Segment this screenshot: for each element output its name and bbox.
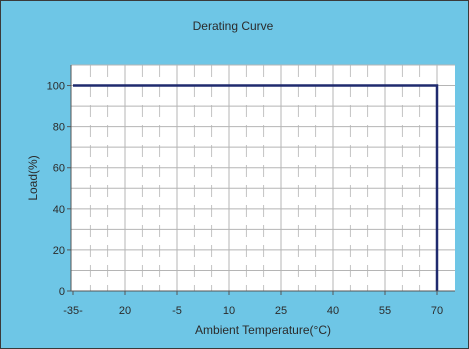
chart-title: Derating Curve xyxy=(193,19,274,33)
x-tick-label: -35- xyxy=(63,305,83,317)
x-axis-ticks: -35- 20 -5 10 25 40 55 70 xyxy=(63,291,443,317)
y-tick-label: 40 xyxy=(53,204,65,216)
y-tick-label: 80 xyxy=(53,122,65,134)
x-tick-label: 20 xyxy=(119,305,131,317)
y-tick-label: 20 xyxy=(53,245,65,257)
x-tick-label: 40 xyxy=(327,305,339,317)
y-tick-label: 0 xyxy=(59,286,65,298)
plot-area xyxy=(71,65,455,291)
y-axis-ticks: 0 20 40 60 80 100 xyxy=(47,81,71,298)
series-layer xyxy=(73,84,439,291)
y-tick-label: 60 xyxy=(53,163,65,175)
x-tick-label: 55 xyxy=(379,305,391,317)
x-tick-label: 10 xyxy=(223,305,235,317)
x-tick-label: -5 xyxy=(172,305,182,317)
x-tick-label: 70 xyxy=(431,305,443,317)
y-axis-label: Load(%) xyxy=(26,155,40,200)
x-axis-label: Ambient Temperature(°C) xyxy=(195,323,331,337)
derating-curve-line xyxy=(73,84,439,291)
x-tick-label: 25 xyxy=(275,305,287,317)
y-tick-label: 100 xyxy=(47,81,65,93)
